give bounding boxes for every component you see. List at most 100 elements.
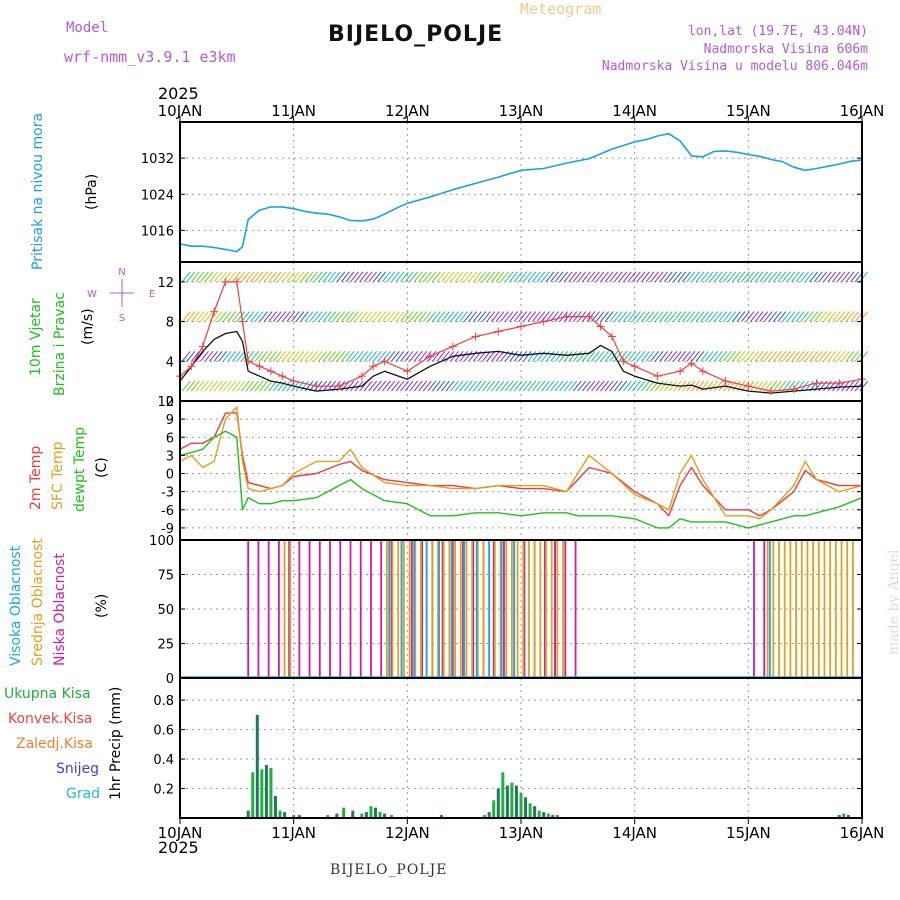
- wind-barb: [713, 271, 723, 283]
- wind-barb: [504, 380, 514, 392]
- wind-barb: [636, 380, 646, 392]
- wind-gust-marker: [357, 372, 366, 381]
- wind-gust-marker: [585, 312, 594, 321]
- wind-barb: [695, 311, 705, 322]
- wind-barb: [536, 311, 546, 322]
- legend-conv-rain: Konvek.Kisa: [8, 711, 93, 727]
- wind-barb: [782, 311, 791, 322]
- precip-bar: [528, 803, 532, 818]
- wind-barb: [563, 380, 573, 392]
- wind-barb: [209, 350, 218, 362]
- wind-barb: [559, 271, 569, 283]
- ytick-label: 1016: [141, 224, 174, 239]
- wind-barb: [691, 311, 700, 322]
- wind-barb: [372, 350, 382, 362]
- wind-barb: [418, 380, 428, 392]
- wind-barb: [554, 380, 564, 392]
- wind-barb: [804, 350, 814, 362]
- precip-bar: [351, 810, 355, 818]
- wind-barb: [736, 271, 746, 283]
- wind-barb: [395, 380, 405, 392]
- wind-barb: [572, 350, 582, 362]
- wind-barb: [195, 380, 205, 392]
- wind-barb: [713, 311, 723, 322]
- wind-barb: [668, 350, 678, 362]
- precip-bar: [297, 815, 301, 818]
- wind-barb: [750, 271, 759, 283]
- wind-barb: [709, 380, 719, 392]
- wind-barb: [218, 380, 228, 392]
- wind-barb: [418, 311, 428, 322]
- precip-bar: [551, 815, 555, 818]
- wind-barb: [786, 271, 796, 283]
- wind-barb: [718, 271, 728, 283]
- wind-barb: [632, 271, 641, 283]
- wind-barb: [541, 380, 550, 392]
- wind-barb: [413, 380, 423, 392]
- wind-barb: [604, 311, 614, 322]
- wind-barb: [768, 350, 778, 362]
- wind-barb: [245, 271, 255, 283]
- wind-barb: [240, 271, 250, 283]
- wind-barb: [618, 311, 628, 322]
- wind-barb: [272, 271, 282, 283]
- wind-barb: [841, 271, 850, 283]
- wind-barb: [472, 311, 482, 322]
- wind-barb: [372, 271, 382, 283]
- wind-gust-marker: [653, 372, 662, 381]
- wind-barb: [363, 271, 373, 283]
- wind-barb: [318, 311, 328, 322]
- xtick-label-top: 11JAN: [271, 102, 316, 120]
- wind-barb: [718, 311, 728, 322]
- wind-barb: [732, 311, 741, 322]
- wind-barb: [732, 350, 741, 362]
- wind-barb: [418, 350, 428, 362]
- wind-barb: [236, 271, 246, 283]
- wind-barb: [263, 271, 273, 283]
- wind-barb: [722, 350, 732, 362]
- wind-barb: [613, 311, 623, 322]
- wind-barb: [268, 350, 278, 362]
- wind-barb: [386, 311, 396, 322]
- wind-barb: [795, 271, 805, 283]
- wind-barb: [531, 380, 541, 392]
- wind-barb: [227, 350, 237, 362]
- wind-gust-marker: [789, 385, 798, 394]
- precip-bar: [273, 795, 277, 818]
- wind-barb: [218, 350, 228, 362]
- precip-bar: [364, 812, 368, 818]
- wind-barb: [491, 271, 500, 283]
- wind-barb: [472, 380, 482, 392]
- wind-barb: [236, 350, 246, 362]
- model-altitude-label: Nadmorska Visina u modelu 806.046m: [601, 59, 868, 74]
- compass-north: N: [118, 267, 125, 278]
- wind-barb: [750, 380, 759, 392]
- wind-barb: [527, 271, 537, 283]
- wind-barb: [395, 350, 405, 362]
- ytick-label: 0.8: [153, 694, 174, 709]
- wind-barb: [795, 350, 805, 362]
- wind-barb: [645, 380, 655, 392]
- wind-barb: [254, 380, 264, 392]
- wind-barb: [386, 271, 396, 283]
- wind-barb: [622, 380, 632, 392]
- wind-gust-marker: [244, 357, 253, 366]
- precip-bar: [292, 815, 296, 818]
- wind-barb: [495, 311, 505, 322]
- wind-barb: [845, 271, 855, 283]
- wind-barb: [659, 350, 669, 362]
- wind-barb: [832, 350, 841, 362]
- precip-bar: [326, 815, 330, 818]
- wind-barb: [372, 311, 382, 322]
- wind-barb: [495, 350, 505, 362]
- wind-barb: [604, 271, 614, 283]
- wind-barb: [531, 271, 541, 283]
- wind-barb: [336, 311, 346, 322]
- wind-barb: [354, 350, 364, 362]
- wind-barb: [841, 380, 850, 392]
- wind-barb: [377, 311, 387, 322]
- wind-barb: [827, 311, 837, 322]
- precip-bar: [374, 807, 378, 818]
- wind-barb: [531, 311, 541, 322]
- wind-barb: [736, 311, 746, 322]
